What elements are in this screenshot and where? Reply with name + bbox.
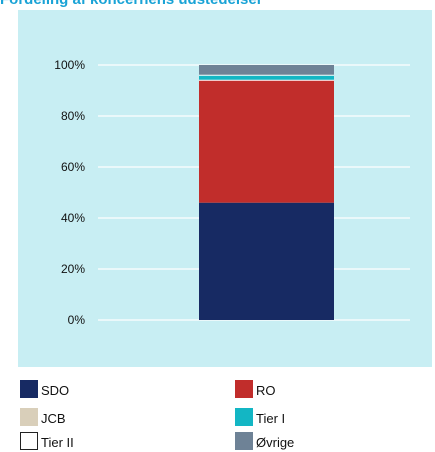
y-tick-label: 20% xyxy=(61,262,85,276)
stacked-bar-chart: 0% 20% 40% 60% 80% 100% xyxy=(54,58,410,327)
legend-swatch-sdo xyxy=(20,380,38,398)
legend-swatch-ro xyxy=(235,380,253,398)
bar-segment-ro xyxy=(199,80,334,203)
legend-item-tier-ii: Tier II xyxy=(20,426,74,450)
legend-label-jcb: JCB xyxy=(41,411,66,426)
legend-item-jcb: JCB xyxy=(20,402,66,426)
y-tick-label: 100% xyxy=(54,58,85,72)
legend: SDO RO JCB Tier I Tier II Øvrige xyxy=(20,374,420,452)
bar-segment-tier-i xyxy=(199,75,334,81)
y-tick-label: 40% xyxy=(61,211,85,225)
legend-swatch-tier-ii xyxy=(20,432,38,450)
legend-item-tier-i: Tier I xyxy=(235,402,285,426)
bar-segment-sdo xyxy=(199,202,334,320)
legend-label-ro: RO xyxy=(256,383,276,398)
legend-label-sdo: SDO xyxy=(41,383,70,398)
legend-item-ovrige: Øvrige xyxy=(235,426,294,450)
y-tick-label: 80% xyxy=(61,109,85,123)
chart-title: Fordeling af koncernens udstedelser xyxy=(0,0,263,8)
legend-item-sdo: SDO xyxy=(20,374,69,398)
chart-panel: 0% 20% 40% 60% 80% 100% xyxy=(18,10,432,367)
y-tick-label: 60% xyxy=(61,160,85,174)
legend-label-tier-ii: Tier II xyxy=(41,435,74,450)
legend-label-tier-i: Tier I xyxy=(256,411,286,426)
legend-swatch-ovrige xyxy=(235,432,253,450)
legend-swatch-jcb xyxy=(20,408,38,426)
legend-swatch-tier-i xyxy=(235,408,253,426)
y-tick-label: 0% xyxy=(68,313,86,327)
bar-segment--vrige xyxy=(199,65,334,76)
legend-item-ro: RO xyxy=(235,374,276,398)
legend-label-ovrige: Øvrige xyxy=(256,435,295,450)
